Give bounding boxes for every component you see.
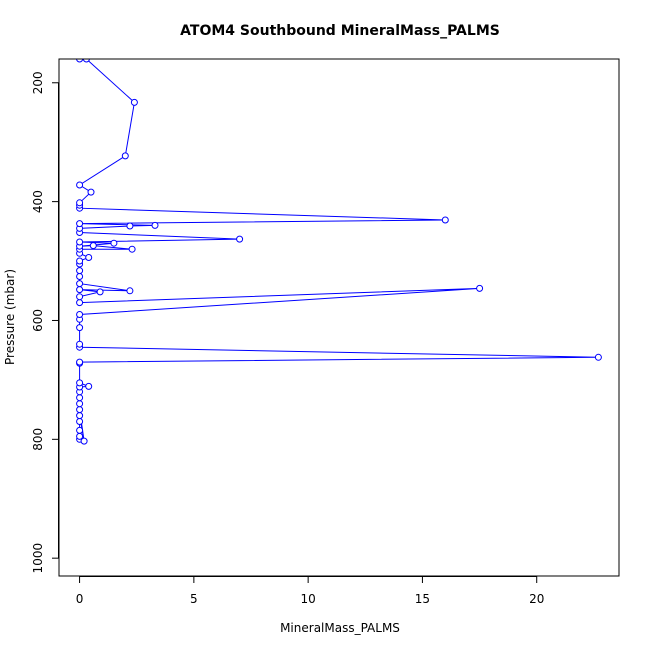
data-point — [76, 394, 84, 402]
data-point — [76, 257, 84, 265]
data-point — [76, 412, 84, 420]
y-tick-label: 600 — [31, 309, 45, 332]
data-point — [76, 59, 84, 63]
y-tick-label: 1000 — [31, 543, 45, 574]
data-point — [151, 221, 159, 229]
y-tick-label: 800 — [31, 428, 45, 451]
series-layer — [76, 59, 602, 445]
plot-frame — [58, 58, 620, 577]
data-point — [76, 293, 84, 301]
data-point — [87, 188, 95, 196]
data-point — [76, 379, 84, 387]
data-point — [76, 358, 84, 366]
y-axis: 200 400 600 800 1000 — [31, 71, 59, 573]
data-point — [126, 287, 134, 295]
data-point — [76, 311, 84, 318]
data-point — [76, 181, 84, 189]
data-point — [76, 426, 84, 434]
data-point — [110, 239, 118, 247]
data-point — [441, 216, 449, 224]
data-point — [76, 340, 84, 348]
x-tick-label: 0 — [76, 592, 84, 606]
data-point — [126, 222, 134, 230]
data-point — [89, 242, 97, 250]
data-point — [76, 267, 84, 275]
x-tick-label: 20 — [529, 592, 544, 606]
data-point — [85, 254, 93, 261]
data-point — [76, 418, 84, 425]
y-axis-label: Pressure (mbar) — [3, 269, 17, 365]
data-point — [76, 238, 84, 246]
y-tick-label: 200 — [31, 71, 45, 94]
data-point — [76, 406, 84, 414]
data-point — [476, 284, 484, 292]
data-point — [236, 235, 244, 243]
data-point — [80, 437, 88, 445]
data-point — [128, 245, 136, 253]
data-point — [76, 400, 84, 408]
x-axis: 0 5 10 15 20 — [76, 576, 544, 606]
data-point — [85, 382, 93, 390]
data-point — [76, 199, 84, 207]
data-point — [76, 286, 84, 294]
x-axis-label: MineralMass_PALMS — [280, 621, 400, 635]
data-point — [76, 220, 84, 228]
data-point — [76, 324, 84, 332]
data-point — [130, 98, 138, 106]
data-point — [76, 432, 84, 440]
chart-title: ATOM4 Southbound MineralMass_PALMS — [180, 23, 500, 39]
x-tick-label: 15 — [415, 592, 430, 606]
data-point — [594, 353, 602, 361]
data-point — [82, 59, 90, 63]
data-point — [76, 280, 84, 288]
x-tick-label: 10 — [301, 592, 316, 606]
y-tick-label: 400 — [31, 190, 45, 213]
data-point — [96, 288, 104, 296]
x-tick-label: 5 — [190, 592, 198, 606]
data-point — [76, 299, 84, 307]
data-point — [121, 152, 129, 160]
data-point — [76, 273, 84, 280]
series-line — [78, 59, 599, 442]
